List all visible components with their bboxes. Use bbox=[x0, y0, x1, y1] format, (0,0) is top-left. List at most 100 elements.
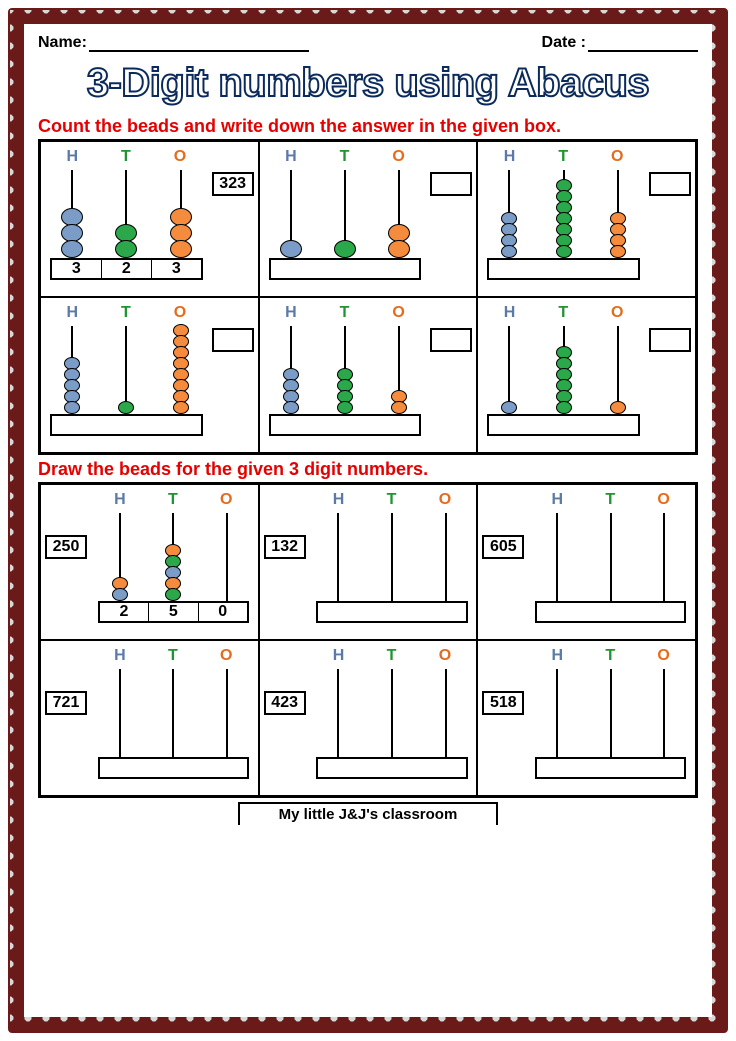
rod-H bbox=[119, 513, 121, 601]
exercise-cell: HTO bbox=[259, 141, 478, 297]
answer-box[interactable] bbox=[430, 328, 472, 352]
name-field[interactable]: Name: bbox=[38, 34, 309, 52]
bead bbox=[501, 401, 517, 414]
base-digit: 5 bbox=[148, 603, 197, 621]
place-label-T: T bbox=[387, 647, 397, 665]
bead bbox=[334, 240, 356, 258]
exercise-cell: HTO bbox=[40, 297, 259, 453]
rod-T bbox=[125, 170, 127, 258]
rod-T bbox=[563, 326, 565, 414]
answer-box[interactable] bbox=[212, 328, 254, 352]
exercise-cell: HTO323323 bbox=[40, 141, 259, 297]
abacus: HTO bbox=[312, 647, 473, 779]
given-number: 132 bbox=[264, 535, 306, 559]
base-digit: 3 bbox=[151, 260, 201, 278]
given-number: 423 bbox=[264, 691, 306, 715]
footer-credit: My little J&J's classroom bbox=[238, 802, 498, 825]
place-label-T: T bbox=[558, 148, 568, 166]
rod-T bbox=[344, 326, 346, 414]
answer-box[interactable] bbox=[430, 172, 472, 196]
bead bbox=[173, 401, 189, 414]
place-label-H: H bbox=[504, 304, 516, 322]
exercise-cell: 423 H T O bbox=[259, 640, 478, 796]
place-label-O: O bbox=[174, 304, 186, 322]
abacus-base bbox=[316, 601, 467, 623]
exercise-cell: 518HTO bbox=[477, 640, 696, 796]
bead bbox=[61, 240, 83, 258]
rod-T bbox=[563, 170, 565, 258]
exercise-cell: HTO bbox=[477, 297, 696, 453]
abacus-base bbox=[487, 414, 640, 436]
exercise-cell: 250HTO250 bbox=[40, 484, 259, 640]
section1-grid: HTO323323HTOHTOHTOHTOHTO bbox=[38, 139, 698, 455]
abacus-base bbox=[50, 414, 203, 436]
rod-H bbox=[556, 513, 558, 601]
bead bbox=[610, 245, 626, 258]
place-label-O: O bbox=[657, 491, 669, 509]
place-label-O: O bbox=[611, 304, 623, 322]
decorative-border: Name: Date : 3-Digit numbers using Abacu… bbox=[8, 8, 728, 1033]
place-label-T: T bbox=[121, 148, 131, 166]
rod-H bbox=[556, 669, 558, 757]
abacus: HTO bbox=[312, 491, 473, 623]
rod-O bbox=[398, 326, 400, 414]
rod-H bbox=[290, 326, 292, 414]
place-label-H: H bbox=[66, 148, 78, 166]
abacus: HTO323 bbox=[45, 148, 208, 280]
place-label-T: T bbox=[121, 304, 131, 322]
abacus-base bbox=[98, 757, 249, 779]
abacus: HTO bbox=[45, 304, 208, 436]
rod-O bbox=[180, 326, 182, 414]
exercise-cell: 132HTO bbox=[259, 484, 478, 640]
place-label-H: H bbox=[285, 304, 297, 322]
answer-box[interactable]: 323 bbox=[212, 172, 254, 196]
rod-O bbox=[445, 513, 447, 601]
date-label: Date : bbox=[542, 34, 586, 51]
worksheet-title: 3-Digit numbers using Abacus bbox=[38, 62, 698, 104]
instruction-1: Count the beads and write down the answe… bbox=[38, 116, 698, 137]
place-label-H: H bbox=[551, 491, 563, 509]
abacus-base bbox=[269, 258, 422, 280]
given-number: 518 bbox=[482, 691, 524, 715]
place-label-O: O bbox=[220, 491, 232, 509]
answer-box[interactable] bbox=[649, 172, 691, 196]
place-label-H: H bbox=[333, 491, 345, 509]
abacus: HTO bbox=[264, 304, 427, 436]
rod-T bbox=[125, 326, 127, 414]
answer-box[interactable] bbox=[649, 328, 691, 352]
base-digit: 2 bbox=[100, 603, 148, 621]
rod-O bbox=[663, 669, 665, 757]
rod-T bbox=[172, 669, 174, 757]
place-label-O: O bbox=[439, 647, 451, 665]
rod-O bbox=[226, 513, 228, 601]
rod-T bbox=[610, 669, 612, 757]
dot-pattern: Name: Date : 3-Digit numbers using Abacu… bbox=[10, 10, 726, 1031]
place-label-H: H bbox=[333, 647, 345, 665]
given-number: 250 bbox=[45, 535, 87, 559]
exercise-cell: HTO bbox=[477, 141, 696, 297]
exercise-cell: HTO bbox=[259, 297, 478, 453]
abacus-base bbox=[535, 757, 686, 779]
place-label-H: H bbox=[504, 148, 516, 166]
bead bbox=[165, 588, 181, 601]
instruction-2: Draw the beads for the given 3 digit num… bbox=[38, 459, 698, 480]
bead bbox=[112, 588, 128, 601]
place-label-H: H bbox=[66, 304, 78, 322]
place-label-T: T bbox=[558, 304, 568, 322]
bead bbox=[556, 245, 572, 258]
abacus-base bbox=[269, 414, 422, 436]
rod-H bbox=[508, 326, 510, 414]
place-label-H: H bbox=[114, 647, 126, 665]
abacus-base bbox=[535, 601, 686, 623]
bead bbox=[118, 401, 134, 414]
given-number: 721 bbox=[45, 691, 87, 715]
base-digit: 3 bbox=[52, 260, 101, 278]
rod-T bbox=[391, 669, 393, 757]
exercise-cell: 721HTO bbox=[40, 640, 259, 796]
date-field[interactable]: Date : bbox=[542, 34, 698, 52]
place-label-O: O bbox=[657, 647, 669, 665]
place-label-T: T bbox=[168, 491, 178, 509]
place-label-O: O bbox=[174, 148, 186, 166]
rod-O bbox=[398, 170, 400, 258]
exercise-cell: 605HTO bbox=[477, 484, 696, 640]
